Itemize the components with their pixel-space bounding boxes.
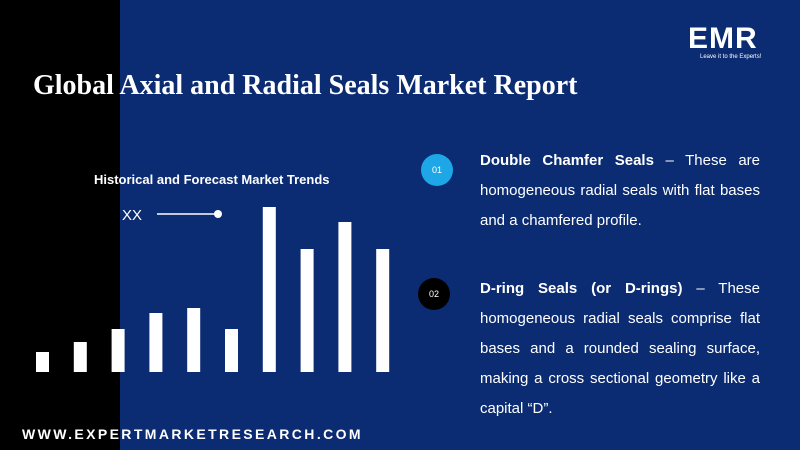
bar (73, 342, 87, 372)
bar (300, 249, 314, 372)
bar (376, 249, 390, 372)
point-heading: Double Chamfer Seals (480, 152, 654, 169)
point: D-ring Seals (or D-rings) – These homoge… (480, 274, 760, 424)
chart-label: XX (122, 207, 142, 224)
bar (36, 352, 49, 372)
bar (149, 313, 163, 372)
bar (262, 207, 276, 372)
website: WWW.EXPERTMARKETRESEARCH.COM (22, 426, 363, 442)
bar (338, 222, 352, 372)
chart-title: Historical and Forecast Market Trends (94, 172, 330, 187)
point: Double Chamfer Seals – These are homogen… (480, 146, 760, 236)
bar (111, 329, 125, 372)
tagline: Leave it to the Experts! (700, 54, 762, 60)
point-text: – These are homogeneous radial seals wit… (480, 152, 761, 229)
logo: EMR (688, 22, 758, 55)
point-number: 02 (418, 278, 450, 310)
title: Global Axial and Radial Seals Market Rep… (33, 70, 578, 101)
bar (187, 308, 201, 372)
bar (225, 329, 238, 372)
point-text: – These homogeneous radial seals compris… (480, 280, 760, 417)
label-dot (214, 210, 222, 218)
point-number: 01 (421, 154, 453, 186)
point-heading: D-ring Seals (or D-rings) (480, 280, 683, 297)
black-strip (0, 0, 120, 450)
